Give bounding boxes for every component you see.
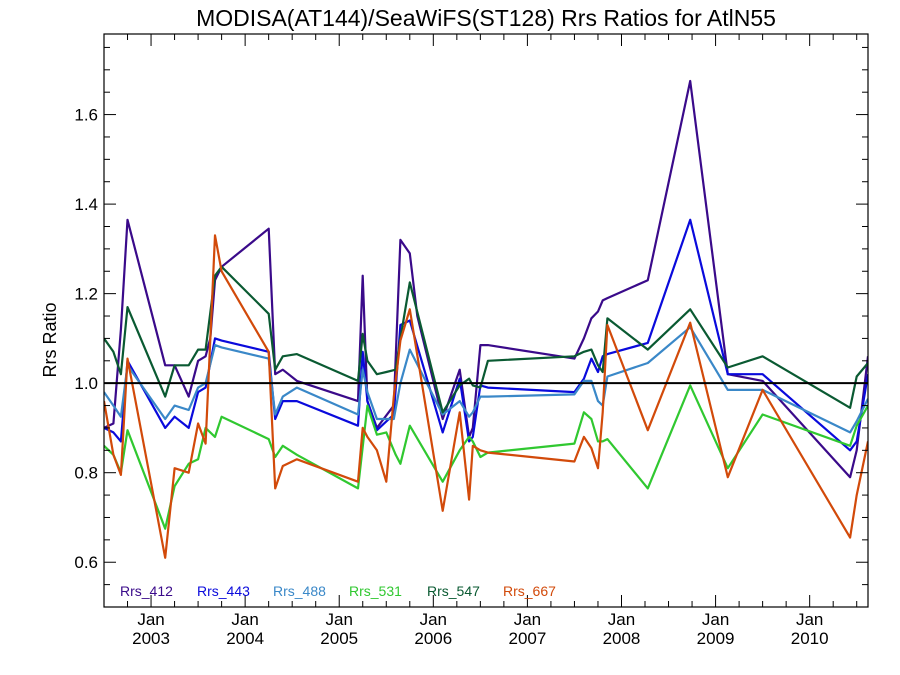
- y-tick-label: 1.2: [74, 285, 98, 304]
- x-tick-label-year: 2005: [320, 629, 358, 648]
- x-tick-label-month: Jan: [137, 610, 164, 629]
- chart-title: MODISA(AT144)/SeaWiFS(ST128) Rrs Ratios …: [196, 5, 776, 31]
- x-tick-label-month: Jan: [514, 610, 541, 629]
- y-tick-label: 1.0: [74, 374, 98, 393]
- plot-area: 0.60.81.01.21.41.6Jan2003Jan2004Jan2005J…: [74, 33, 869, 648]
- legend-label-rrs-488: Rrs_488: [273, 583, 326, 599]
- x-tick-label-year: 2007: [508, 629, 546, 648]
- y-tick-label: 1.6: [74, 106, 98, 125]
- legend-label-rrs-667: Rrs_667: [503, 583, 556, 599]
- plot-frame: [103, 33, 869, 608]
- y-tick-label: 0.6: [74, 553, 98, 572]
- series-line-rrs-412: [104, 79, 868, 479]
- x-tick-label-month: Jan: [326, 610, 353, 629]
- y-tick-label: 1.4: [74, 195, 98, 214]
- legend-label-rrs-547: Rrs_547: [427, 583, 480, 599]
- legend-label-rrs-531: Rrs_531: [349, 583, 402, 599]
- x-tick-label-month: Jan: [420, 610, 447, 629]
- x-tick-label-month: Jan: [702, 610, 729, 629]
- y-tick-label: 0.8: [74, 464, 98, 483]
- x-tick-label-year: 2010: [791, 629, 829, 648]
- y-axis-label: Rrs Ratio: [40, 302, 60, 377]
- x-tick-label-month: Jan: [231, 610, 258, 629]
- series-line-rrs-531: [104, 384, 868, 530]
- legend-label-rrs-443: Rrs_443: [197, 583, 250, 599]
- x-tick-label-month: Jan: [608, 610, 635, 629]
- x-tick-label-year: 2004: [226, 629, 264, 648]
- x-tick-label-year: 2003: [132, 629, 170, 648]
- legend-label-rrs-412: Rrs_412: [120, 583, 173, 599]
- x-tick-label-year: 2006: [414, 629, 452, 648]
- x-tick-label-month: Jan: [796, 610, 823, 629]
- x-tick-label-year: 2009: [697, 629, 735, 648]
- series-line-rrs-667: [104, 234, 868, 559]
- x-tick-label-year: 2008: [603, 629, 641, 648]
- series-line-rrs-443: [104, 218, 868, 452]
